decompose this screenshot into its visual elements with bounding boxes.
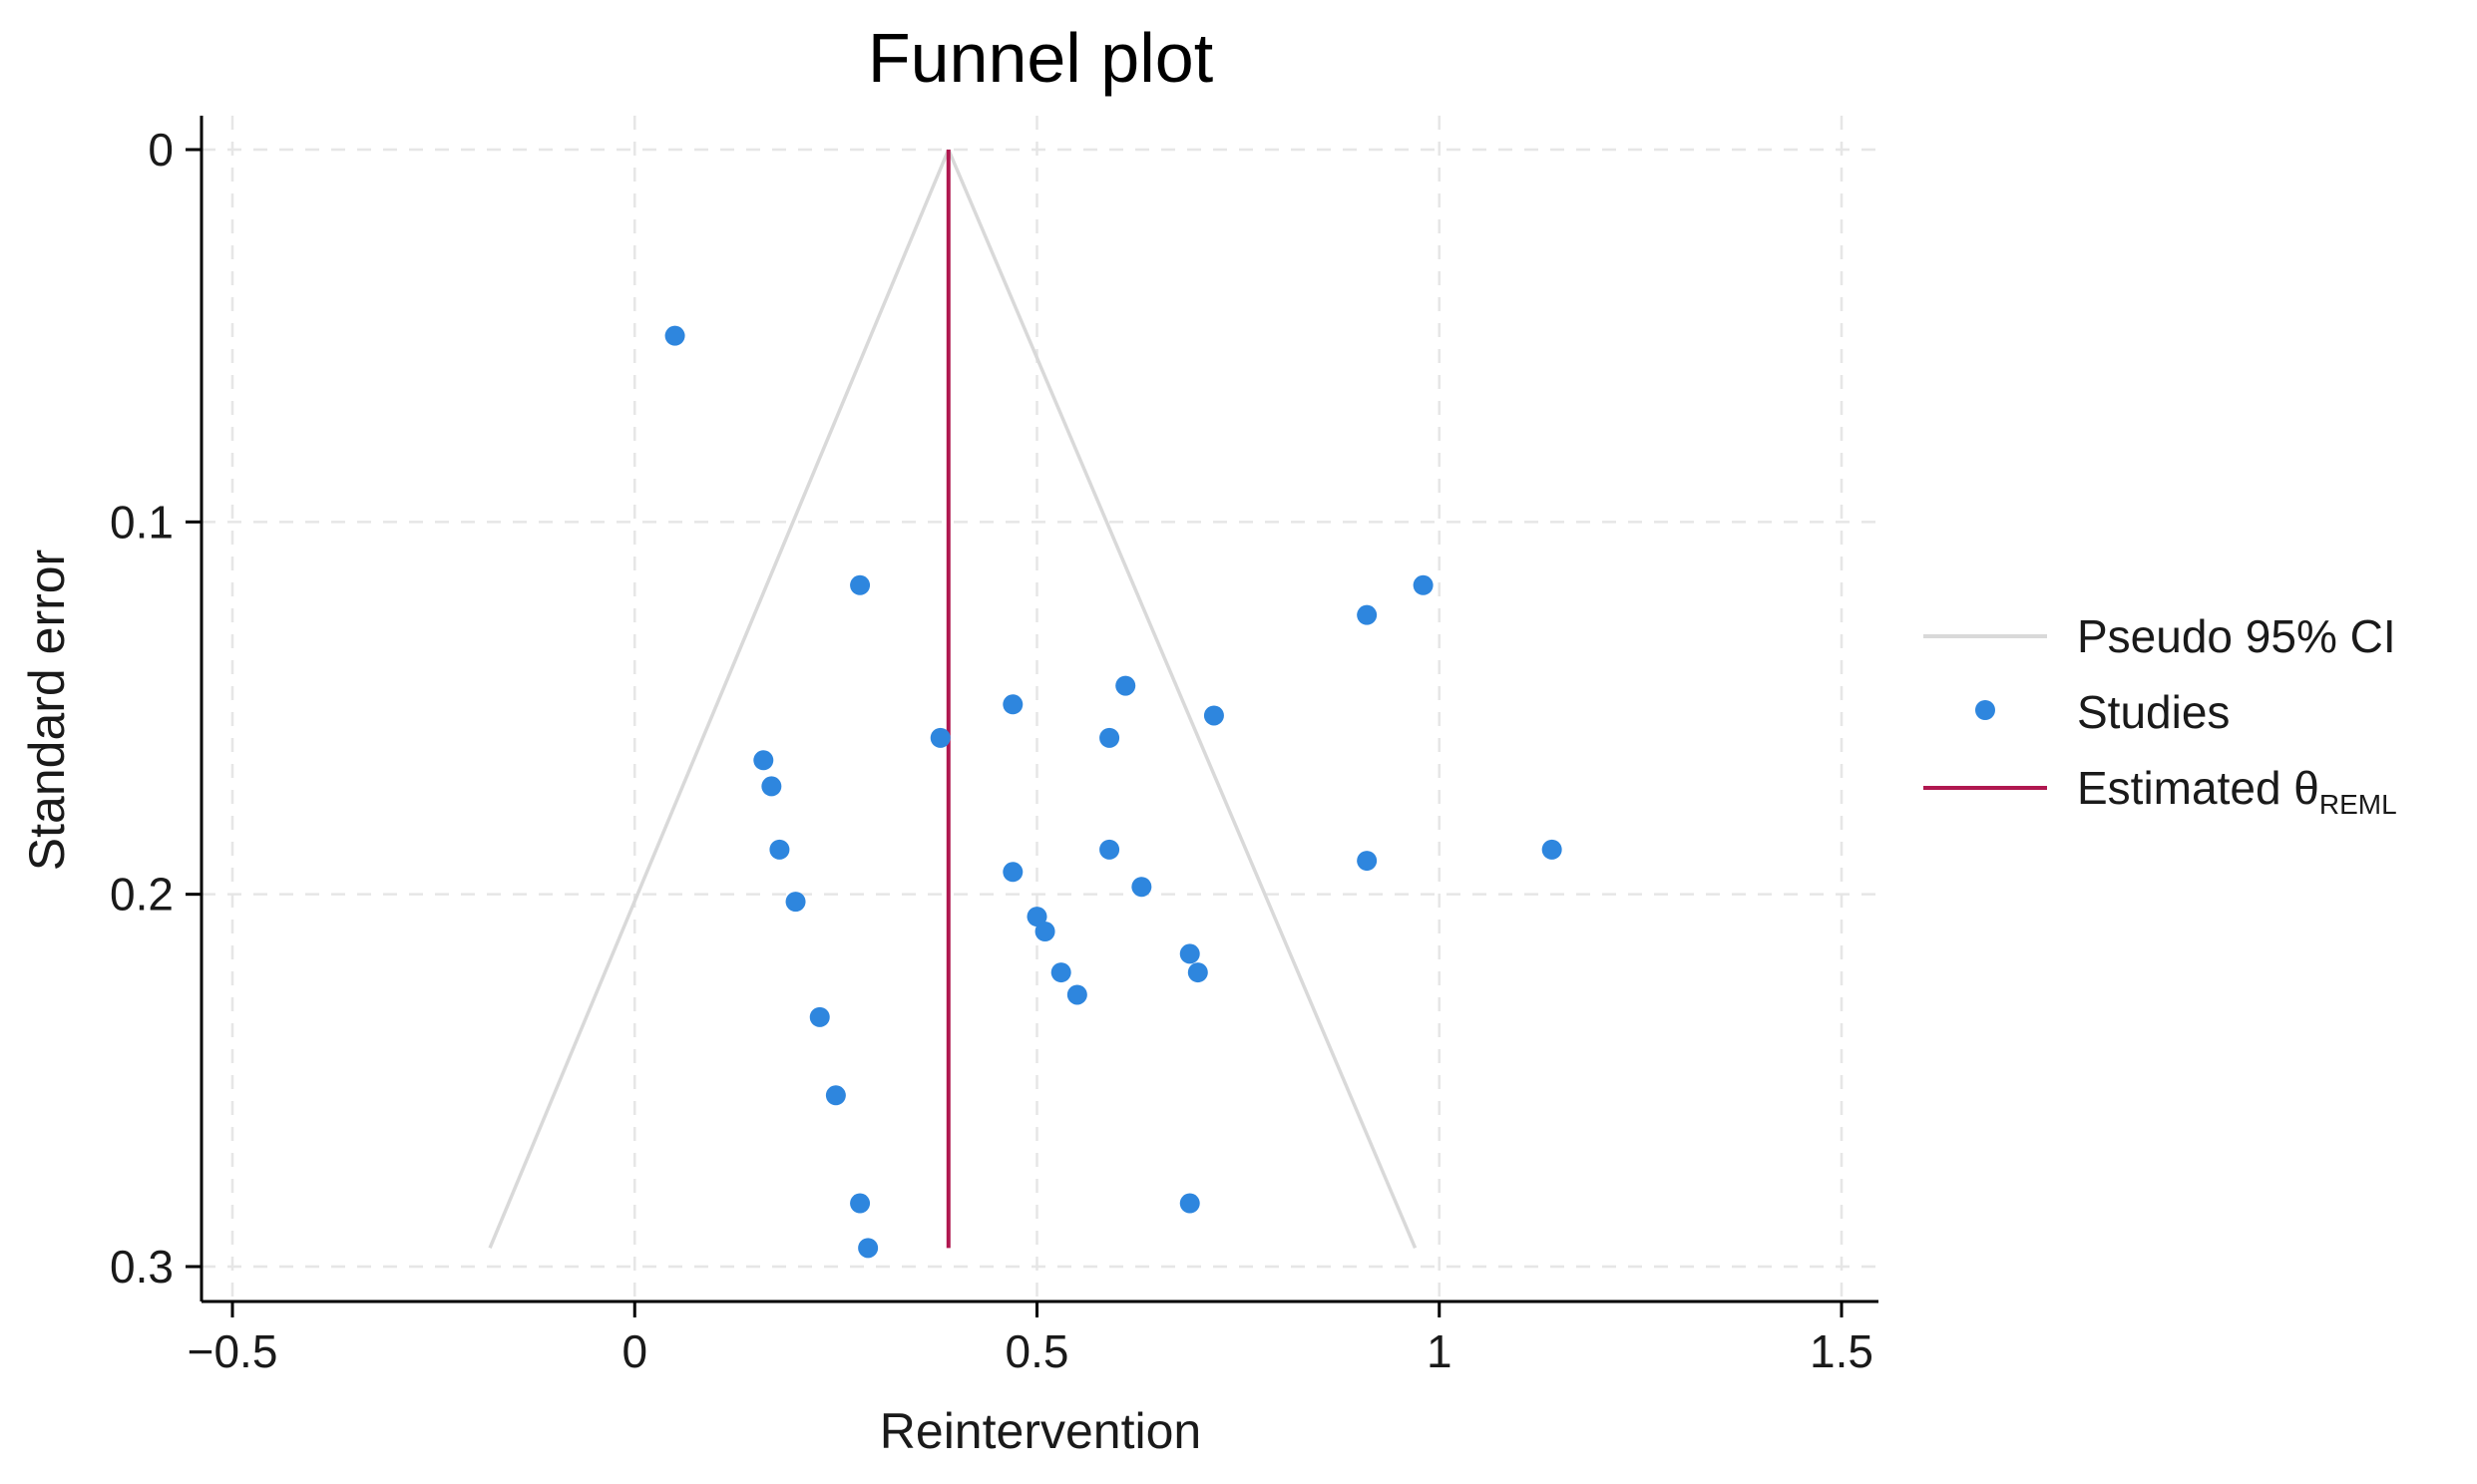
legend-label-subscript-2: REML: [2319, 789, 2397, 820]
study-point-12: [1099, 839, 1120, 860]
axes: −0.5 0 0.5 1 1.5 0 0.1 0.2 0.3: [110, 116, 1878, 1377]
pseudo-ci-funnel: [488, 149, 1418, 1250]
y-tick-label-1: 0.1: [110, 496, 174, 548]
study-point-4: [1003, 694, 1024, 715]
legend-item-0: Pseudo 95% CI: [1923, 610, 2396, 662]
y-tick-label-2: 0.2: [110, 869, 174, 921]
legend-item-1: Studies: [1975, 686, 2230, 738]
study-point-2: [1413, 574, 1434, 595]
study-point-19: [1034, 922, 1055, 941]
legend-item-2: Estimated θREML: [1923, 762, 2397, 820]
study-point-27: [1179, 1193, 1200, 1214]
study-point-26: [850, 1193, 871, 1214]
study-point-22: [1187, 962, 1208, 983]
x-tick-label-0: −0.5: [188, 1325, 278, 1377]
study-point-6: [1203, 705, 1224, 726]
study-point-24: [809, 1006, 830, 1027]
grid-lines: [202, 116, 1878, 1301]
study-point-25: [825, 1085, 846, 1106]
study-point-8: [1099, 727, 1120, 748]
study-points: [664, 325, 1562, 1259]
study-point-9: [753, 750, 774, 771]
study-point-17: [785, 892, 806, 913]
x-tick-label-2: 0.5: [1006, 1325, 1069, 1377]
study-point-16: [1131, 877, 1152, 898]
study-point-28: [858, 1238, 879, 1259]
x-axis-title: Reintervention: [880, 1403, 1201, 1459]
study-point-15: [1003, 862, 1024, 883]
y-tick-label-3: 0.3: [110, 1241, 174, 1293]
study-point-13: [1357, 851, 1378, 872]
ci-line-left: [488, 149, 951, 1250]
x-tick-label-3: 1: [1427, 1325, 1452, 1377]
study-point-14: [1541, 839, 1562, 860]
y-axis-title: Standard error: [19, 550, 75, 871]
study-point-3: [1357, 604, 1378, 625]
study-point-10: [761, 776, 782, 797]
legend: Pseudo 95% CI Studies Estimated θREML: [1923, 610, 2397, 820]
legend-label-1: Studies: [2077, 686, 2230, 738]
x-tick-label-4: 1.5: [1810, 1325, 1873, 1377]
chart-title: Funnel plot: [868, 19, 1213, 97]
study-point-11: [769, 839, 790, 860]
study-point-21: [1050, 962, 1071, 983]
study-point-1: [850, 574, 871, 595]
ci-line-right: [947, 149, 1418, 1250]
legend-label-0: Pseudo 95% CI: [2077, 610, 2396, 662]
study-point-18: [1027, 907, 1047, 928]
y-tick-label-0: 0: [148, 124, 174, 176]
legend-label-2: Estimated θREML: [2077, 762, 2397, 820]
study-point-0: [664, 325, 685, 346]
study-point-7: [930, 727, 951, 748]
study-point-5: [1115, 675, 1136, 696]
study-point-20: [1179, 943, 1200, 964]
x-tick-label-1: 0: [621, 1325, 647, 1377]
study-point-23: [1066, 984, 1087, 1005]
legend-swatch-dot-1: [1975, 700, 1995, 720]
